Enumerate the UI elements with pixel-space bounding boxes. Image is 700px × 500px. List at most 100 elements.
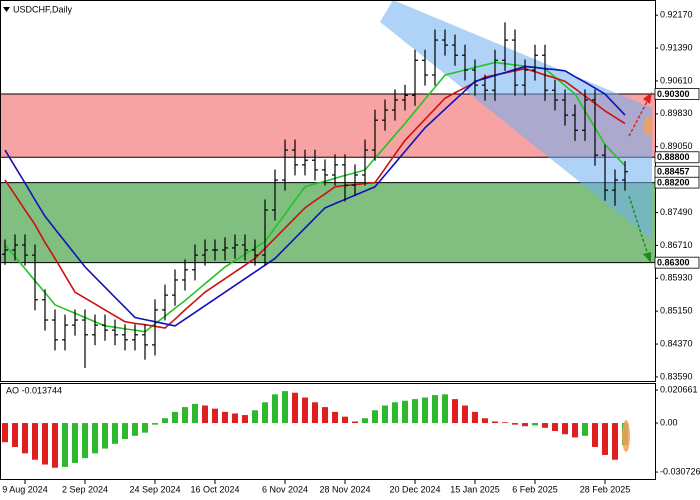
ao-bar (222, 411, 228, 424)
up-arrow-head (643, 92, 652, 104)
ao-bar (152, 423, 158, 425)
y-tick-label: -0.030726 (660, 466, 700, 476)
ao-bar (512, 423, 518, 425)
ao-bar (272, 394, 278, 424)
x-tick-label: 28 Feb 2025 (580, 484, 631, 494)
ao-bar (382, 405, 388, 424)
y-tick-label: 0.83590 (660, 371, 693, 381)
y-tick-label: 0.91390 (660, 42, 693, 52)
level-label: 0.88800 (657, 152, 690, 162)
up-arrow (628, 99, 649, 137)
ao-bar (592, 423, 598, 447)
ao-bar (392, 402, 398, 424)
ao-bar (52, 423, 58, 468)
ao-bar (452, 399, 458, 424)
y-tick-label: 0.84370 (660, 338, 693, 348)
ao-bar (362, 418, 368, 424)
ao-bar (422, 397, 428, 424)
ao-bar (232, 413, 238, 424)
ao-bar (322, 407, 328, 424)
trend-channel (380, 0, 652, 240)
zone (0, 182, 655, 263)
ao-bar (102, 423, 108, 449)
x-tick-label: 9 Aug 2024 (2, 484, 48, 494)
x-tick-label: 28 Nov 2024 (319, 484, 370, 494)
ao-bar (242, 415, 248, 424)
ao-bar (372, 410, 378, 424)
ao-bar (402, 400, 408, 424)
price-box (654, 165, 700, 178)
level-label: 0.88200 (657, 177, 690, 187)
ao-bar (252, 410, 258, 424)
ao-bar (552, 423, 558, 432)
ao-bar (502, 422, 508, 424)
ao-bar (262, 402, 268, 424)
down-arrow-head (643, 252, 651, 263)
ao-bar (302, 397, 308, 424)
current-price-label: 0.88457 (657, 167, 690, 177)
ao-bar (492, 421, 498, 424)
y-tick-label: 0.89050 (660, 141, 693, 151)
indicator-title: AO -0.013744 (6, 385, 62, 395)
ao-bar (342, 416, 348, 424)
y-tick-label: 0.85930 (660, 273, 693, 283)
ao-bar (12, 423, 18, 447)
ao-bar (82, 423, 88, 459)
ao-bar (602, 423, 608, 455)
ao-bar (132, 423, 138, 436)
ao-bar (202, 405, 208, 424)
ao-bar (472, 411, 478, 424)
x-tick-label: 24 Sep 2024 (129, 484, 180, 494)
price-pane-border (0, 0, 656, 382)
ao-bar (352, 421, 358, 424)
y-tick-label: 0.89830 (660, 108, 693, 118)
highlight (622, 420, 630, 452)
moving-average (4, 61, 626, 333)
chart-title: USDCHF,Daily (13, 4, 73, 14)
ao-bar (212, 408, 218, 424)
ao-pane-border (0, 383, 656, 480)
x-tick-label: 6 Feb 2025 (512, 484, 558, 494)
moving-average (4, 65, 626, 327)
y-tick-label: 0.00 (660, 417, 678, 427)
ao-bar (462, 405, 468, 424)
axis: 0.90300 0.88800 0.88200 0.86300 0.92170 0.913… (24, 10, 700, 484)
down-arrow (628, 195, 649, 256)
plot (2, 22, 628, 468)
ao-bar (282, 391, 288, 424)
y-tick-label: 0.86710 (660, 240, 693, 250)
menu-icon (3, 7, 10, 12)
ao-bar (442, 394, 448, 424)
ao-bar (332, 411, 338, 424)
x-tick-label: 6 Nov 2024 (262, 484, 308, 494)
ao-bar (532, 423, 538, 426)
ao-bar (72, 423, 78, 463)
y-tick-label: 0.90610 (660, 75, 693, 85)
ao-bar (612, 423, 618, 460)
ao-bar (292, 392, 298, 424)
level-label: 0.86300 (657, 258, 690, 268)
ao-bar (582, 423, 588, 436)
level-label: 0.90300 (657, 89, 690, 99)
ao-bar (42, 423, 48, 465)
x-tick-label: 15 Jan 2025 (450, 484, 500, 494)
ao-bar (182, 407, 188, 424)
ao-bar (432, 395, 438, 424)
ao-bar (572, 423, 578, 438)
x-tick-label: 2 Sep 2024 (62, 484, 108, 494)
highlight (644, 116, 652, 136)
ao-bar (562, 423, 568, 435)
ao-bar (2, 423, 8, 443)
ao-bar (62, 423, 68, 467)
ao-bar (192, 403, 198, 424)
ao-bar (112, 423, 118, 444)
forecast-arrows (622, 92, 652, 452)
y-tick-label: 0.87490 (660, 207, 693, 217)
y-tick-label: 0.85150 (660, 306, 693, 316)
ao-bar (32, 423, 38, 460)
ao-bar (542, 423, 548, 428)
level-box (654, 151, 700, 164)
ao-bar (22, 423, 28, 454)
ao-bar (482, 418, 488, 424)
